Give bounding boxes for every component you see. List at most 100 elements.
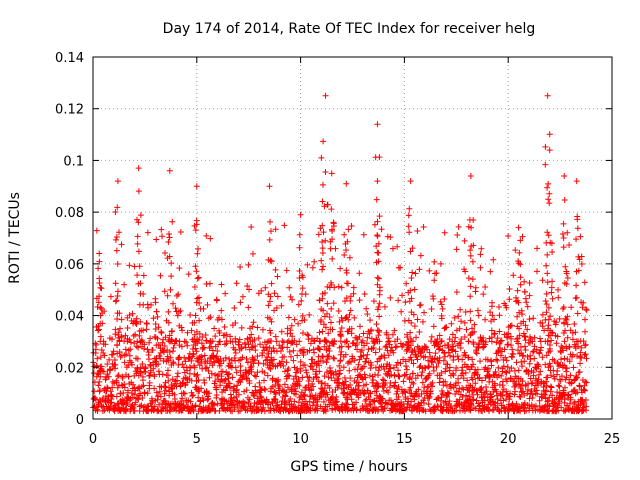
data-point (314, 398, 321, 405)
data-point (477, 264, 484, 271)
data-point (266, 338, 273, 345)
x-tick-label: 10 (292, 432, 309, 447)
data-point (573, 375, 580, 382)
data-point (265, 256, 272, 263)
data-point (446, 398, 453, 405)
data-point (140, 382, 147, 389)
data-point (287, 330, 294, 337)
data-point (193, 299, 200, 306)
data-point (477, 386, 484, 393)
data-point (437, 298, 444, 305)
data-point (432, 350, 439, 357)
data-point (296, 244, 303, 251)
data-point (425, 357, 432, 364)
data-point (345, 280, 352, 287)
data-point (245, 341, 252, 348)
data-point (410, 360, 417, 367)
data-point (318, 257, 325, 264)
data-point (141, 390, 148, 397)
data-point (517, 274, 524, 281)
data-point (322, 324, 329, 331)
data-point (508, 342, 515, 349)
data-point (518, 359, 525, 365)
data-point (467, 332, 474, 339)
data-point (316, 362, 323, 369)
data-point (314, 407, 321, 414)
data-point (477, 358, 484, 365)
data-point (144, 229, 151, 236)
data-point (152, 334, 159, 341)
data-point (170, 359, 177, 366)
data-point (155, 401, 162, 408)
data-point (394, 359, 401, 366)
data-point (301, 317, 308, 323)
data-point (387, 365, 394, 372)
data-point (219, 368, 226, 375)
data-point (269, 400, 276, 407)
data-point (198, 356, 205, 363)
data-point (582, 306, 589, 313)
data-point (319, 181, 326, 188)
data-point (125, 347, 132, 354)
data-point (315, 345, 322, 352)
data-point (399, 292, 406, 299)
data-point (544, 338, 551, 345)
data-point (150, 365, 157, 372)
data-point (574, 374, 581, 381)
data-point (323, 369, 330, 376)
data-point (267, 365, 274, 372)
data-point (162, 387, 169, 394)
data-point (418, 372, 425, 379)
data-point (262, 357, 269, 364)
data-point (103, 374, 110, 381)
data-point (150, 315, 157, 322)
data-point (360, 330, 367, 337)
data-point (291, 398, 298, 405)
data-point (553, 340, 560, 347)
data-point (336, 362, 343, 369)
x-tick-label: 25 (604, 432, 621, 447)
data-point (407, 287, 414, 294)
data-point (526, 279, 533, 286)
data-point (245, 261, 252, 268)
data-point (205, 368, 212, 375)
data-point (268, 258, 275, 265)
data-point (568, 304, 575, 311)
data-points (90, 92, 590, 415)
data-point (539, 354, 546, 361)
data-point (379, 376, 386, 383)
data-point (489, 312, 496, 319)
data-point (526, 292, 533, 299)
data-point (342, 298, 349, 305)
data-point (337, 265, 344, 272)
data-point (173, 308, 180, 315)
data-point (189, 336, 196, 343)
data-point (555, 294, 562, 301)
data-point (346, 254, 353, 261)
data-point (348, 223, 355, 230)
data-point (576, 383, 583, 390)
data-point (112, 236, 119, 243)
data-point (160, 357, 167, 364)
data-point (408, 357, 415, 364)
data-point (548, 384, 555, 391)
data-point (196, 317, 203, 324)
data-point (235, 391, 242, 398)
data-point (95, 265, 102, 272)
data-point (322, 289, 329, 296)
data-point (302, 367, 309, 374)
data-point (161, 288, 168, 295)
data-point (275, 376, 282, 383)
data-point (274, 399, 281, 406)
data-point (515, 224, 522, 231)
data-point (402, 299, 409, 306)
data-point (434, 336, 441, 343)
data-point (155, 324, 162, 331)
data-point (312, 371, 319, 378)
data-point (276, 389, 283, 396)
data-point (255, 360, 262, 367)
data-point (342, 315, 349, 322)
data-point (319, 239, 326, 246)
data-point (217, 338, 224, 345)
data-point (395, 393, 402, 400)
